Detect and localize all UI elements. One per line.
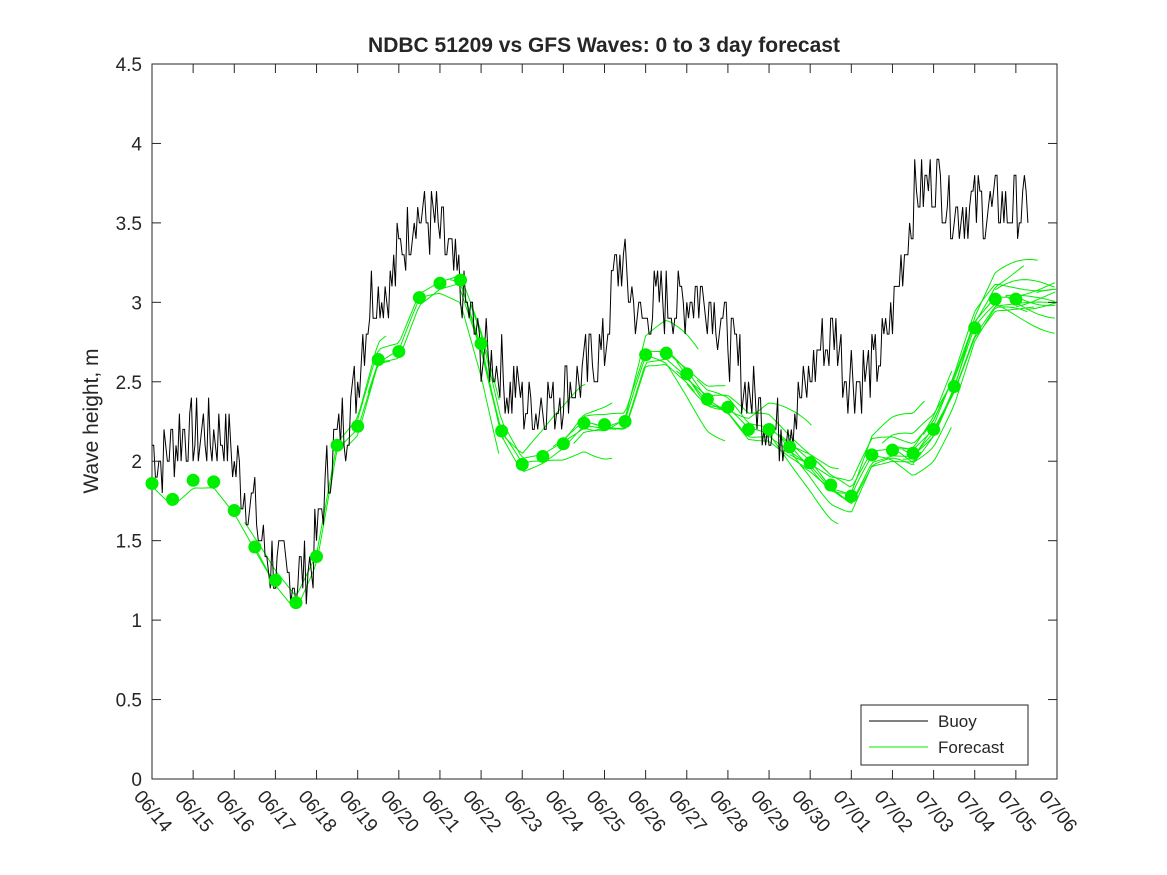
forecast-point (474, 337, 488, 351)
forecast-point (371, 353, 385, 367)
forecast-run-line (902, 283, 1055, 460)
legend-forecast-label: Forecast (938, 738, 1004, 757)
forecast-point (927, 422, 941, 436)
forecast-run-line (254, 360, 390, 610)
y-tick-label: 1.5 (116, 532, 142, 553)
forecast-run-line (1015, 296, 1056, 307)
forecast-point (145, 476, 159, 490)
forecast-point (865, 448, 879, 462)
y-tick-label: 3.5 (116, 214, 142, 235)
forecast-point (330, 438, 344, 452)
y-axis-label: Wave height, m (80, 348, 103, 493)
forecast-point (700, 392, 714, 406)
y-tick-label: 2 (131, 452, 142, 473)
forecast-markers (145, 273, 1023, 610)
forecast-point (844, 489, 858, 503)
forecast-point (885, 443, 899, 457)
legend-box (860, 704, 1029, 766)
y-tick-label: 1 (131, 611, 142, 632)
forecast-point (639, 348, 653, 362)
y-tick-label: 0.5 (116, 691, 142, 712)
forecast-point (392, 345, 406, 359)
forecast-point (268, 573, 282, 587)
forecast-run-line (583, 350, 726, 417)
forecast-point (618, 415, 632, 428)
y-tick-label: 2.5 (116, 373, 142, 394)
forecast-point (186, 473, 200, 487)
buoy-series (152, 158, 1029, 605)
forecast-point (454, 273, 468, 287)
forecast-point (803, 456, 817, 470)
forecast-run-line (778, 434, 915, 513)
y-tick-label: 3 (131, 293, 142, 314)
forecast-point (227, 503, 241, 517)
forecast-point (495, 424, 509, 438)
forecast-point (721, 400, 735, 414)
forecast-point (536, 449, 550, 463)
forecast-run-line (357, 274, 500, 420)
forecast-run-line (686, 383, 839, 525)
forecast-point (906, 446, 920, 460)
forecast-point (515, 457, 529, 471)
forecast-point (433, 276, 447, 290)
legend-buoy-label: Buoy (938, 712, 977, 731)
forecast-run-line (809, 370, 953, 488)
forecast-run-line (552, 363, 695, 447)
forecast-point (659, 346, 673, 360)
forecast-point (577, 416, 591, 430)
forecast-point (988, 292, 1002, 306)
forecast-point (248, 540, 262, 554)
forecast-point (783, 440, 797, 454)
forecast-point (412, 291, 426, 305)
forecast-point (762, 422, 776, 436)
forecast-point (824, 478, 838, 492)
legend: Buoy Forecast (860, 704, 1029, 766)
forecast-point (968, 321, 982, 335)
forecast-point (741, 422, 755, 436)
forecast-point (947, 380, 961, 394)
forecast-run-line (892, 306, 1035, 451)
forecast-point (207, 475, 221, 489)
y-tick-label: 4 (131, 134, 142, 155)
forecast-run-line (1015, 291, 1056, 308)
forecast-point (556, 437, 570, 451)
y-tick-label: 4.5 (116, 55, 142, 76)
y-axis: 0 0.5 1 1.5 2 2.5 3 3.5 4 4.5 (116, 55, 1057, 791)
y-tick-label: 0 (131, 770, 142, 791)
forecast-run-line (995, 279, 1055, 291)
buoy-line (152, 158, 1029, 605)
forecast-run-line (450, 279, 586, 454)
forecast-run-line (676, 361, 812, 426)
forecast-point (1009, 292, 1023, 306)
chart-title: NDBC 51209 vs GFS Waves: 0 to 3 day fore… (368, 34, 840, 57)
forecast-run-line (902, 259, 1038, 456)
forecast-point (166, 492, 180, 506)
forecast-point (289, 596, 303, 610)
forecast-run-line (789, 400, 925, 494)
forecast-run-line (1026, 302, 1056, 310)
forecast-point (680, 367, 694, 381)
forecast-run-line (778, 434, 922, 505)
forecast-point (598, 418, 611, 432)
forecast-point (310, 550, 324, 564)
forecast-point (351, 419, 365, 433)
